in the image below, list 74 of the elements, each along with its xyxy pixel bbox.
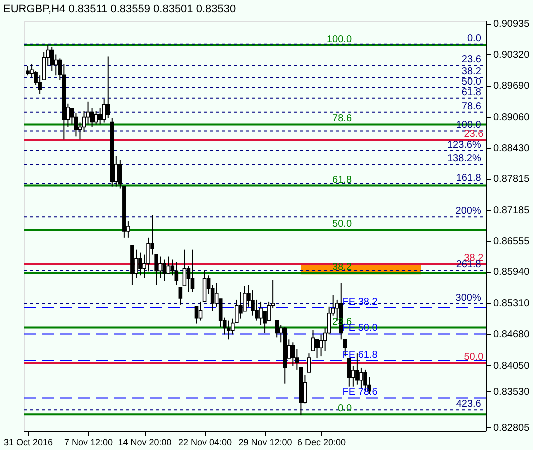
candlestick	[295, 348, 300, 370]
annotation: 38.2	[332, 262, 352, 274]
x-tick-label: 14 Nov 20:00	[118, 438, 172, 448]
candlestick	[106, 56, 110, 119]
y-tick-label: 0.85310	[494, 298, 530, 310]
candlestick	[226, 320, 231, 340]
y-tick-label: 0.87185	[494, 205, 530, 216]
y-tick-label: 0.85940	[494, 267, 530, 278]
y-tick-label: 0.82805	[494, 422, 530, 434]
candlestick	[319, 334, 324, 358]
candlestick	[134, 249, 138, 279]
y-tick-label: 0.90320	[494, 50, 530, 61]
candlestick	[356, 353, 360, 386]
candlestick	[26, 66, 30, 76]
annotation: 50.0	[332, 218, 352, 230]
annotation: 300%	[456, 292, 482, 304]
chart-title: EURGBP,H4 0.83511 0.83559 0.83501 0.83530	[4, 4, 236, 16]
annotation: 23.6	[462, 54, 482, 66]
candlestick	[194, 306, 199, 324]
annotation: 100.0	[326, 34, 352, 46]
candlestick	[82, 110, 86, 133]
y-tick-label: 0.87815	[494, 174, 530, 186]
candlestick	[348, 358, 352, 388]
candlestick	[259, 301, 263, 326]
annotation: 50.0	[464, 352, 484, 363]
x-tick-label: 6 Dec 20:00	[298, 438, 346, 448]
y-tick-label: 0.89060	[494, 112, 530, 124]
candlestick	[98, 108, 102, 126]
candlestick	[307, 353, 312, 373]
candlestick	[275, 320, 279, 338]
x-tick-label: 22 Nov 04:00	[178, 438, 232, 448]
annotation: 0.0	[467, 33, 482, 44]
candlestick	[162, 259, 167, 282]
annotation: FE 38.2	[342, 296, 378, 308]
candlestick	[291, 342, 296, 366]
annotation: 0.0	[338, 404, 352, 415]
annotation: 161.8	[456, 172, 482, 184]
candlestick	[94, 110, 98, 126]
y-tick-label: 0.84680	[494, 330, 530, 341]
candlestick	[158, 256, 162, 279]
annotation: 138.2%	[447, 153, 482, 164]
annotation: 200%	[456, 206, 482, 218]
y-tick-label: 0.86555	[494, 236, 530, 248]
candlestick	[50, 46, 54, 72]
y-tick-label: 0.90935	[494, 19, 530, 30]
annotation: 50.0	[462, 77, 482, 88]
x-tick-label: 7 Nov 12:00	[64, 438, 114, 448]
x-tick-label: 31 Oct 2016	[4, 438, 54, 448]
candlestick	[174, 262, 179, 286]
y-tick-label: 0.83530	[494, 386, 530, 398]
annotation: 23.6	[464, 129, 484, 140]
annotation: 423.6	[456, 399, 482, 410]
y-tick-label: 0.89690	[494, 81, 530, 92]
annotation: 78.6	[462, 101, 482, 112]
candlestick	[102, 98, 106, 124]
candlestick	[360, 367, 364, 390]
candlestick	[138, 252, 142, 276]
annotation: 38.2	[462, 66, 482, 78]
annotation: 61.8	[462, 87, 482, 98]
candlestick	[190, 249, 195, 294]
annotation: FE 61.8	[342, 350, 378, 362]
y-tick-label: 0.88430	[494, 144, 530, 155]
x-tick-label: 29 Nov 12:00	[238, 438, 292, 448]
candlestick	[315, 339, 320, 360]
annotation: 123.6%	[447, 140, 482, 152]
annotation: 61.8	[332, 174, 352, 186]
candlestick	[166, 256, 171, 274]
annotation: FE 78.6	[342, 387, 378, 398]
candlestick	[311, 330, 316, 352]
candlestick	[178, 287, 183, 306]
candlestick	[239, 292, 243, 320]
candlestick	[54, 54, 58, 76]
annotation: 78.6	[332, 114, 352, 125]
y-tick-label: 0.84050	[494, 360, 530, 372]
